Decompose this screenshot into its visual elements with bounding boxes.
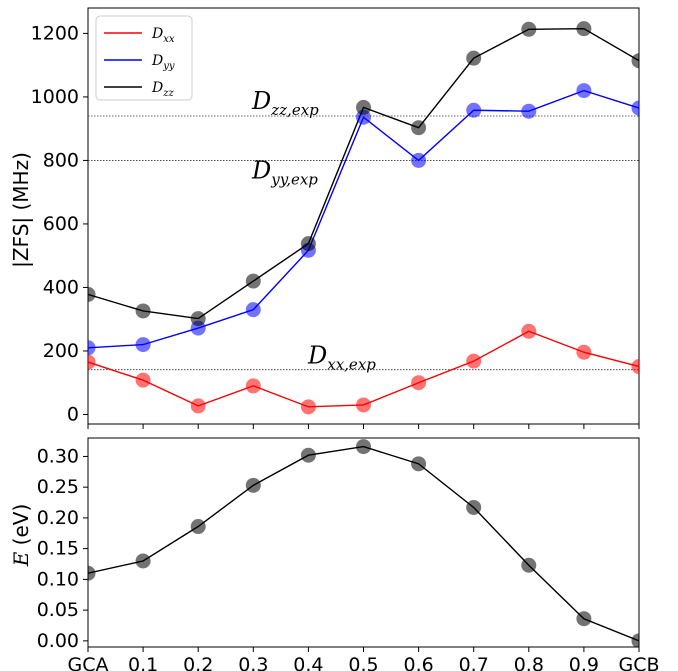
reference-line-label: Dzz,exp	[251, 87, 319, 119]
reference-line-label-main: D	[251, 156, 271, 184]
data-point-xx	[521, 323, 537, 339]
reference-line-label-subscript: zz,exp	[270, 101, 319, 119]
legend-label-subscript: xx	[163, 34, 175, 45]
x-tick-label: 0.2	[183, 654, 213, 671]
data-point-xx	[576, 344, 592, 360]
y-tick-label: 0.25	[37, 476, 79, 498]
zfs-panel: 020040060080010001200Dzz,expDyy,expDxx,e…	[31, 7, 640, 429]
legend-label-subscript: zz	[162, 88, 174, 99]
y-tick-label: 0.05	[37, 599, 79, 621]
x-tick-label: 0.9	[569, 654, 599, 671]
y-tick-label: 800	[43, 149, 79, 171]
data-point-zz	[245, 273, 261, 289]
legend-label-main: D	[151, 80, 163, 96]
x-tick-label: GCA	[68, 654, 109, 671]
data-point-yy	[135, 337, 151, 353]
data-point-0	[300, 447, 316, 463]
data-point-zz	[411, 120, 427, 136]
data-point-zz	[190, 311, 206, 327]
data-point-xx	[300, 399, 316, 415]
legend-label: Dyy	[151, 53, 175, 72]
series-line-yy	[88, 89, 639, 349]
reference-line-label: Dyy,exp	[251, 156, 318, 188]
legend-box	[95, 15, 193, 101]
x-tick-label: 0.4	[293, 654, 323, 671]
reference-line-label: Dxx,exp	[307, 342, 376, 374]
y-tick-label: 0.10	[37, 568, 79, 590]
data-point-0	[135, 553, 151, 569]
data-point-xx	[88, 354, 96, 370]
data-point-xx	[245, 378, 261, 394]
data-point-0	[631, 633, 639, 647]
reference-line-label-main: D	[251, 87, 271, 115]
y-tick-label: 0.20	[37, 507, 79, 529]
data-point-0	[576, 611, 592, 627]
data-layer	[88, 439, 639, 647]
data-point-yy	[466, 102, 482, 118]
data-point-0	[190, 519, 206, 535]
data-point-yy	[245, 302, 261, 318]
x-tick-label: 0.5	[348, 654, 378, 671]
plot-frame	[87, 437, 640, 648]
data-point-xx	[190, 398, 206, 414]
data-point-zz	[88, 286, 96, 302]
data-point-0	[356, 439, 371, 455]
data-point-0	[245, 477, 261, 493]
x-tick-label: 0.1	[128, 654, 158, 671]
y-tick-label: 0.15	[37, 538, 79, 560]
data-point-0	[88, 565, 96, 581]
data-point-zz	[356, 99, 371, 115]
zfs-y-axis-title: |ZFS| (MHz)	[9, 152, 33, 268]
energy-y-axis-unit: (eV)	[9, 504, 33, 552]
data-point-zz	[576, 21, 592, 37]
data-point-xx	[135, 372, 151, 388]
data-point-xx	[466, 353, 482, 369]
y-tick-label: 400	[43, 276, 79, 298]
x-tick-label: 0.7	[459, 654, 489, 671]
y-tick-label: 200	[43, 340, 79, 362]
x-tick-label: 0.3	[238, 654, 268, 671]
legend-label: Dzz	[151, 80, 175, 99]
data-point-yy	[576, 83, 592, 99]
legend-label: Dxx	[151, 26, 175, 45]
data-point-0	[521, 557, 537, 573]
data-point-zz	[135, 303, 151, 319]
reference-line-label-subscript: xx,exp	[327, 356, 376, 374]
data-point-yy	[411, 152, 427, 168]
energy-y-axis-symbol: E	[9, 551, 33, 567]
reference-line-label-main: D	[307, 342, 327, 370]
data-point-0	[466, 499, 482, 515]
energy-y-axis-title: E (eV)	[9, 504, 33, 568]
x-tick-label: 0.8	[514, 654, 544, 671]
x-tick-label: GCB	[618, 654, 659, 671]
data-point-yy	[88, 340, 96, 356]
energy-panel: 0.00 0.05 0.10 0.15 0.20 0.25 0.30 GCA 0.1 0.2 0.3…	[37, 437, 660, 671]
x-tick-label: 0.6	[403, 654, 433, 671]
data-point-xx	[356, 397, 371, 413]
y-tick-label: 0.00	[37, 630, 79, 652]
series-line-0	[88, 445, 639, 642]
legend-label-main: D	[151, 26, 163, 42]
y-tick-label: 600	[43, 213, 79, 235]
reference-line-label-subscript: yy,exp	[270, 170, 318, 188]
data-point-xx	[631, 359, 639, 375]
data-layer	[88, 21, 639, 415]
data-point-zz	[521, 21, 537, 37]
y-tick-label: 0	[67, 403, 79, 425]
data-point-yy	[521, 103, 537, 119]
data-point-zz	[466, 50, 482, 66]
data-point-zz	[631, 53, 639, 69]
legend-label-subscript: yy	[162, 61, 175, 72]
y-tick-label: 1000	[31, 86, 79, 108]
data-point-0	[411, 456, 427, 472]
data-point-yy	[631, 100, 639, 116]
y-tick-label: 0.30	[37, 445, 79, 467]
data-point-zz	[300, 236, 316, 252]
legend-label-main: D	[151, 53, 163, 69]
data-point-xx	[411, 375, 427, 391]
y-tick-label: 1200	[31, 22, 79, 44]
